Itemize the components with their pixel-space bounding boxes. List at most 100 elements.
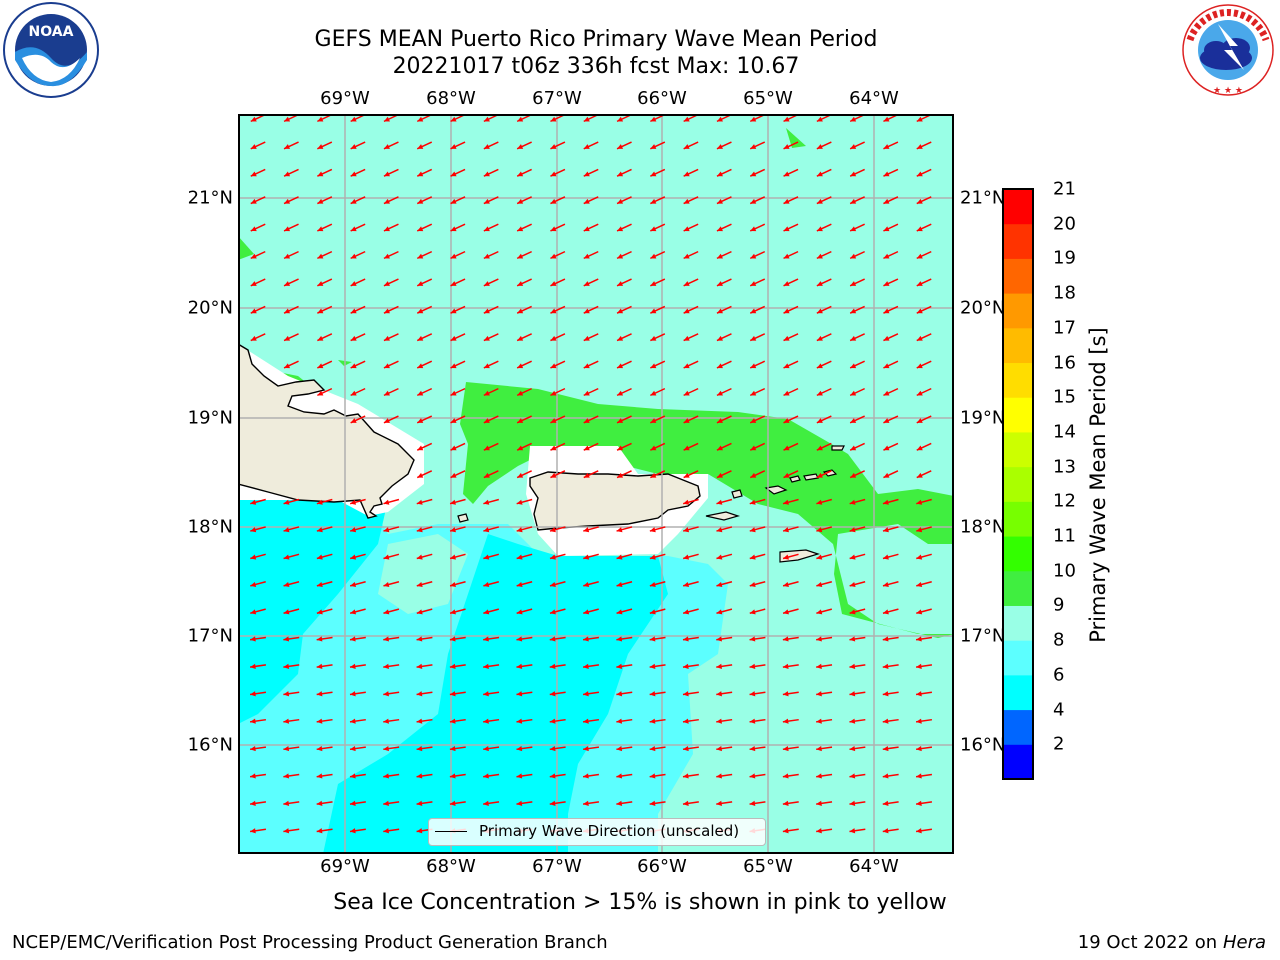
wave-arrow-head [916, 171, 923, 177]
chart-subtitle: 20221017 t06z 336h fcst Max: 10.67 [392, 54, 800, 79]
wave-arrow-head [750, 198, 757, 204]
wave-arrow-head [617, 363, 624, 369]
wave-arrow-head [349, 636, 356, 642]
wave-arrow-head [617, 472, 624, 478]
lon-label-top: 66°W [637, 88, 687, 109]
wave-arrow-head [517, 198, 524, 204]
lat-label-right: 19°N [960, 407, 1006, 429]
wave-arrow-head [449, 636, 456, 642]
wave-arrow-head [316, 800, 323, 806]
wave-arrow-head [517, 281, 524, 286]
wave-arrow-head [316, 499, 323, 505]
wave-arrow-head [783, 472, 790, 478]
wave-arrow-head [916, 363, 923, 369]
wave-arrow-head [783, 281, 790, 286]
wave-arrow-head [583, 445, 590, 451]
wave-arrow-head [883, 116, 890, 122]
wave-arrow-head [816, 144, 823, 149]
wave-arrow-head [916, 472, 923, 478]
wave-arrow-head [483, 745, 489, 752]
wave-arrow-head [450, 363, 457, 369]
wave-arrow-head [317, 363, 324, 369]
wave-arrow-head [583, 144, 590, 149]
colorbar-segment [1003, 189, 1033, 225]
wave-arrow-head [483, 554, 490, 560]
wave-arrow-head [750, 281, 757, 286]
colorbar-tick-label: 14 [1053, 421, 1076, 443]
wave-arrow-head [650, 445, 657, 451]
colorbar-tick-label: 16 [1053, 352, 1076, 374]
puerto-rico-land [529, 471, 701, 531]
wave-arrow-head [450, 445, 457, 451]
wave-arrow-head [716, 527, 723, 533]
colorbar-tick-label: 17 [1053, 317, 1076, 339]
wave-arrow-head [716, 363, 723, 369]
wave-arrow-head [650, 335, 657, 341]
wave-arrow-head [882, 636, 889, 642]
wave-arrow-head [850, 171, 857, 177]
wave-arrow-head [517, 308, 524, 314]
wave-arrow-head [350, 527, 357, 533]
wave-arrow-head [750, 253, 757, 259]
colorbar-segment [1003, 570, 1033, 606]
wave-arrow-head [483, 363, 490, 369]
wave-arrow-head [850, 418, 857, 423]
wave-arrow-head [449, 800, 456, 806]
wave-arrow-head [350, 116, 357, 122]
wave-arrow-head [617, 226, 624, 232]
wave-arrow-head [550, 253, 557, 259]
wave-arrow-head [783, 581, 789, 587]
wave-arrow-head [750, 171, 757, 177]
wave-arrow-head [583, 691, 589, 697]
wave-arrow-head [383, 773, 389, 779]
wave-arrow-head [849, 609, 856, 615]
wave-arrow-head [883, 308, 890, 314]
wave-arrow-head [250, 253, 257, 259]
wave-arrow-head [916, 773, 922, 779]
wave-arrow-head [716, 144, 723, 149]
wave-arrow-head [383, 418, 390, 423]
wave-arrow-head [583, 554, 590, 560]
wave-arrow-head [483, 718, 489, 724]
wave-arrow-head [417, 281, 424, 286]
wave-arrow-head [350, 335, 357, 341]
wave-arrow-head [583, 527, 590, 533]
wave-arrow-head [650, 253, 657, 259]
wave-arrow-head [816, 527, 823, 533]
wave-arrow-head [516, 718, 523, 724]
wave-arrow-head [883, 363, 890, 369]
wave-arrow-head [816, 663, 822, 669]
wave-arrow-head [450, 335, 457, 341]
wave-arrow-head [516, 773, 523, 779]
wave-arrow-head [882, 828, 889, 834]
wave-arrow-head [583, 116, 590, 122]
wave-arrow-head [683, 363, 690, 369]
wave-arrow-head [350, 363, 357, 369]
wave-arrow-head [816, 828, 822, 834]
wave-arrow-head [683, 581, 690, 587]
wave-arrow-head [816, 745, 822, 752]
lat-label-left: 20°N [187, 297, 233, 319]
wave-arrow-head [417, 390, 424, 396]
wave-arrow-head [250, 773, 256, 779]
virgin-island [803, 473, 819, 481]
wave-arrow-head [750, 472, 757, 478]
wave-arrow-head [783, 253, 790, 259]
colorbar-tick-label: 8 [1053, 629, 1065, 651]
wave-arrow-head [916, 253, 923, 259]
wave-arrow-head [549, 581, 556, 587]
wave-arrow-head [683, 308, 690, 314]
lon-label-top: 68°W [426, 88, 476, 109]
wave-arrow-head [783, 499, 789, 505]
wave-arrow-head [783, 609, 789, 615]
wave-arrow-head [883, 171, 890, 177]
wave-arrow-head [350, 609, 357, 615]
lon-label-bottom: 66°W [637, 856, 687, 877]
wave-arrow-head [716, 171, 723, 177]
wave-arrow-head [616, 609, 623, 615]
wave-arrow-head [283, 609, 290, 615]
wave-arrow-head [583, 335, 590, 341]
wave-arrow-head [749, 636, 756, 642]
wave-arrow-head [683, 554, 690, 560]
wave-arrow-head [383, 828, 389, 834]
